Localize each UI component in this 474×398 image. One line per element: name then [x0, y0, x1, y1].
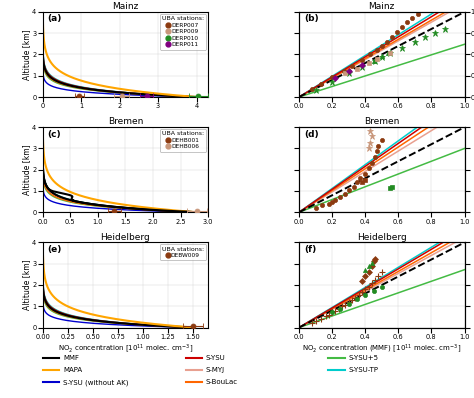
- Text: (f): (f): [304, 245, 316, 254]
- Title: Heidelberg: Heidelberg: [100, 233, 150, 242]
- Legend: DEBW009: DEBW009: [160, 244, 206, 260]
- Y-axis label: Altitude [km]: Altitude [km]: [22, 259, 31, 310]
- Y-axis label: Altitude [km]: Altitude [km]: [22, 144, 31, 195]
- Title: Mainz: Mainz: [112, 2, 138, 11]
- Title: Mainz: Mainz: [369, 2, 395, 11]
- Text: MMF: MMF: [63, 355, 79, 361]
- Text: S-YSU (without AK): S-YSU (without AK): [63, 379, 128, 386]
- Text: S-MYJ: S-MYJ: [206, 367, 225, 373]
- Text: (d): (d): [304, 130, 319, 139]
- Text: (b): (b): [304, 14, 319, 23]
- Text: S-YSU: S-YSU: [206, 355, 226, 361]
- Text: S-YSU-TP: S-YSU-TP: [349, 367, 379, 373]
- Text: (c): (c): [47, 130, 61, 139]
- Title: Heidelberg: Heidelberg: [357, 233, 407, 242]
- X-axis label: NO$_2$ concentration [10$^{11}$ molec. cm$^{-3}$]: NO$_2$ concentration [10$^{11}$ molec. c…: [58, 343, 193, 355]
- Title: Bremen: Bremen: [108, 117, 143, 127]
- Y-axis label: Altitude [km]: Altitude [km]: [22, 29, 31, 80]
- Title: Bremen: Bremen: [364, 117, 400, 127]
- X-axis label: NO$_2$ concentration (MMF) [10$^{11}$ molec. cm$^{-3}$]: NO$_2$ concentration (MMF) [10$^{11}$ mo…: [302, 343, 461, 355]
- Text: (e): (e): [47, 245, 62, 254]
- Text: (a): (a): [47, 14, 62, 23]
- Text: MAPA: MAPA: [63, 367, 82, 373]
- Legend: DEHB001, DEHB006: DEHB001, DEHB006: [160, 129, 206, 152]
- Text: S-BouLac: S-BouLac: [206, 379, 238, 385]
- Text: S-YSU+5: S-YSU+5: [349, 355, 379, 361]
- Legend: DERP007, DERP009, DERP010, DERP011: DERP007, DERP009, DERP010, DERP011: [160, 14, 206, 49]
